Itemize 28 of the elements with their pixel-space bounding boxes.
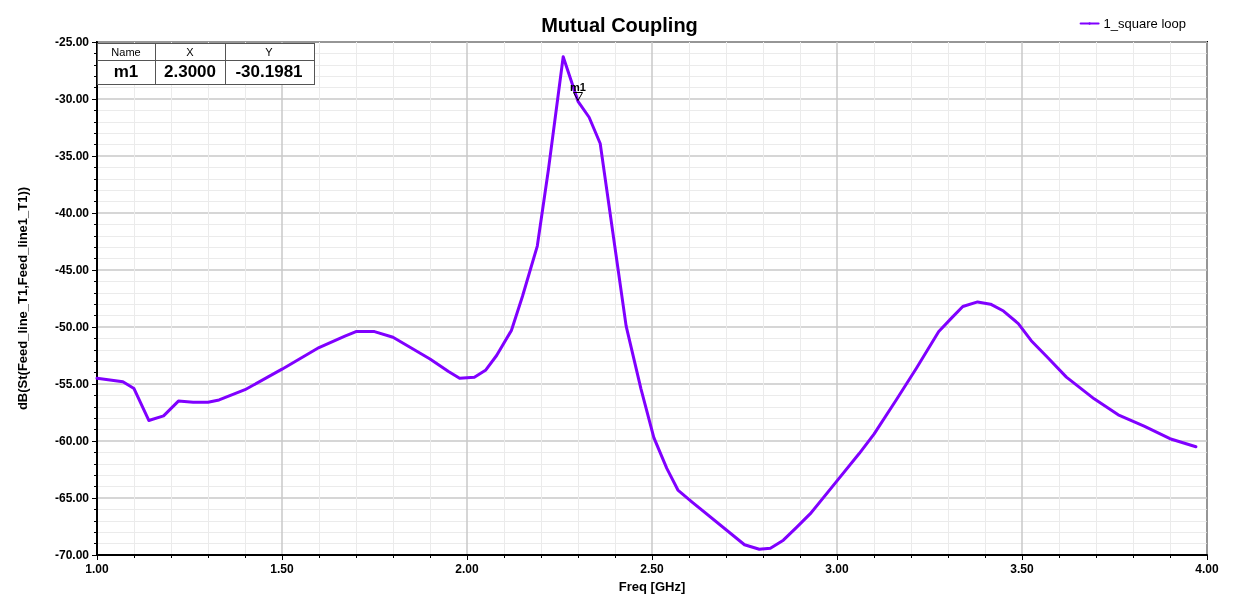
x-tick-label: 3.00 [825, 562, 849, 576]
line-series [95, 55, 1198, 551]
x-tick-label: 2.50 [640, 562, 664, 576]
y-tick-label: -70.00 [54, 548, 90, 562]
annotation: X [185, 44, 195, 60]
y-tick-label: -65.00 [54, 491, 90, 505]
legend-label: 1_square loop [1103, 16, 1187, 31]
y-tick-label: -55.00 [54, 377, 90, 391]
x-tick-label: 2.00 [455, 562, 479, 576]
x-tick-label: 1.00 [85, 562, 109, 576]
x-tick-label: 4.00 [1195, 562, 1219, 576]
y-axis-title: dB(St(Feed_line_T1,Feed_line1_T1)) [15, 186, 30, 411]
x-axis-title: Freq [GHz] [618, 578, 686, 594]
y-tick-label: -40.00 [54, 206, 90, 220]
y-tick-label: -25.00 [54, 35, 90, 49]
annotation: m1 [112, 61, 140, 83]
y-tick-label: -50.00 [54, 320, 90, 334]
x-tick-label: 1.50 [270, 562, 294, 576]
y-tick-label: -60.00 [54, 434, 90, 448]
chart-title: Mutual Coupling [541, 14, 698, 36]
x-tick-label: 3.50 [1010, 562, 1034, 576]
annotation: Y [264, 44, 274, 60]
annotation: 2.3000 [163, 61, 217, 83]
y-tick-label: -45.00 [54, 263, 90, 277]
annotation: -30.1981 [234, 61, 304, 83]
y-tick-label: -30.00 [54, 92, 90, 106]
y-tick-label: -35.00 [54, 149, 90, 163]
annotation: Name [110, 44, 142, 60]
